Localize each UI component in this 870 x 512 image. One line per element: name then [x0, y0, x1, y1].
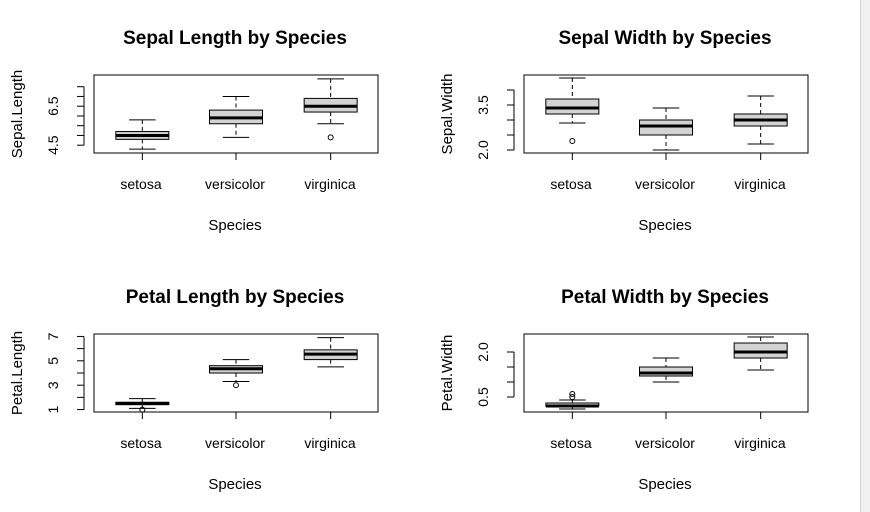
category-label: versicolor	[635, 435, 695, 451]
x-axis-label: Species	[208, 217, 261, 234]
x-axis-label: Species	[638, 217, 691, 234]
panel-title: Petal Width by Species	[561, 287, 769, 308]
category-label: versicolor	[205, 435, 265, 451]
plot-marks: 4.5 6.5	[45, 74, 379, 160]
plot-marks: 0.5 2.0	[475, 333, 809, 419]
y-tick-label: 3	[45, 381, 61, 389]
panel-sepal-length: Sepal Length by Species Sepal.Length Spe…	[9, 28, 379, 234]
scrollbar[interactable]	[861, 0, 870, 512]
category-label: setosa	[120, 176, 161, 192]
outlier-point	[569, 138, 576, 144]
y-axis-label: Petal.Length	[9, 331, 26, 415]
y-tick-label: 0.5	[475, 387, 491, 407]
plot-marks: 1 3 5 7	[45, 332, 379, 419]
y-tick-label: 3.5	[475, 95, 491, 115]
category-label: virginica	[304, 176, 356, 192]
y-tick-label: 6.5	[45, 96, 61, 116]
category-label: setosa	[550, 435, 591, 451]
category-label: virginica	[734, 435, 786, 451]
category-label: virginica	[304, 435, 356, 451]
outlier-point	[569, 394, 576, 400]
y-tick-label: 2.0	[475, 140, 491, 160]
panel-title: Sepal Width by Species	[558, 28, 771, 49]
y-tick-label: 4.5	[45, 135, 61, 155]
panel-petal-width: Petal Width by Species Petal.Width Speci…	[439, 287, 809, 493]
outlier-point	[327, 134, 334, 141]
panel-title: Sepal Length by Species	[123, 28, 347, 49]
plot-marks: 2.0 3.5	[475, 74, 809, 160]
category-label: versicolor	[205, 176, 265, 192]
outlier-point	[569, 391, 576, 397]
category-label: versicolor	[635, 176, 695, 192]
y-axis-label: Petal.Width	[439, 335, 456, 412]
outlier-point	[139, 406, 146, 413]
panel-petal-length: Petal Length by Species Petal.Length Spe…	[9, 287, 379, 493]
x-axis-label: Species	[208, 476, 261, 493]
panel-title: Petal Length by Species	[126, 287, 345, 308]
y-tick-label: 7	[45, 332, 61, 340]
y-tick-label: 1	[45, 405, 61, 413]
y-tick-label: 2.0	[475, 342, 491, 362]
y-axis-label: Sepal.Width	[439, 74, 456, 155]
outlier-point	[233, 382, 239, 389]
category-label: setosa	[120, 435, 161, 451]
y-axis-label: Sepal.Length	[9, 70, 26, 158]
panel-sepal-width: Sepal Width by Species Sepal.Width Speci…	[439, 28, 809, 234]
x-axis-label: Species	[638, 476, 691, 493]
category-label: setosa	[550, 176, 591, 192]
category-label: virginica	[734, 176, 786, 192]
y-tick-label: 5	[45, 357, 61, 365]
